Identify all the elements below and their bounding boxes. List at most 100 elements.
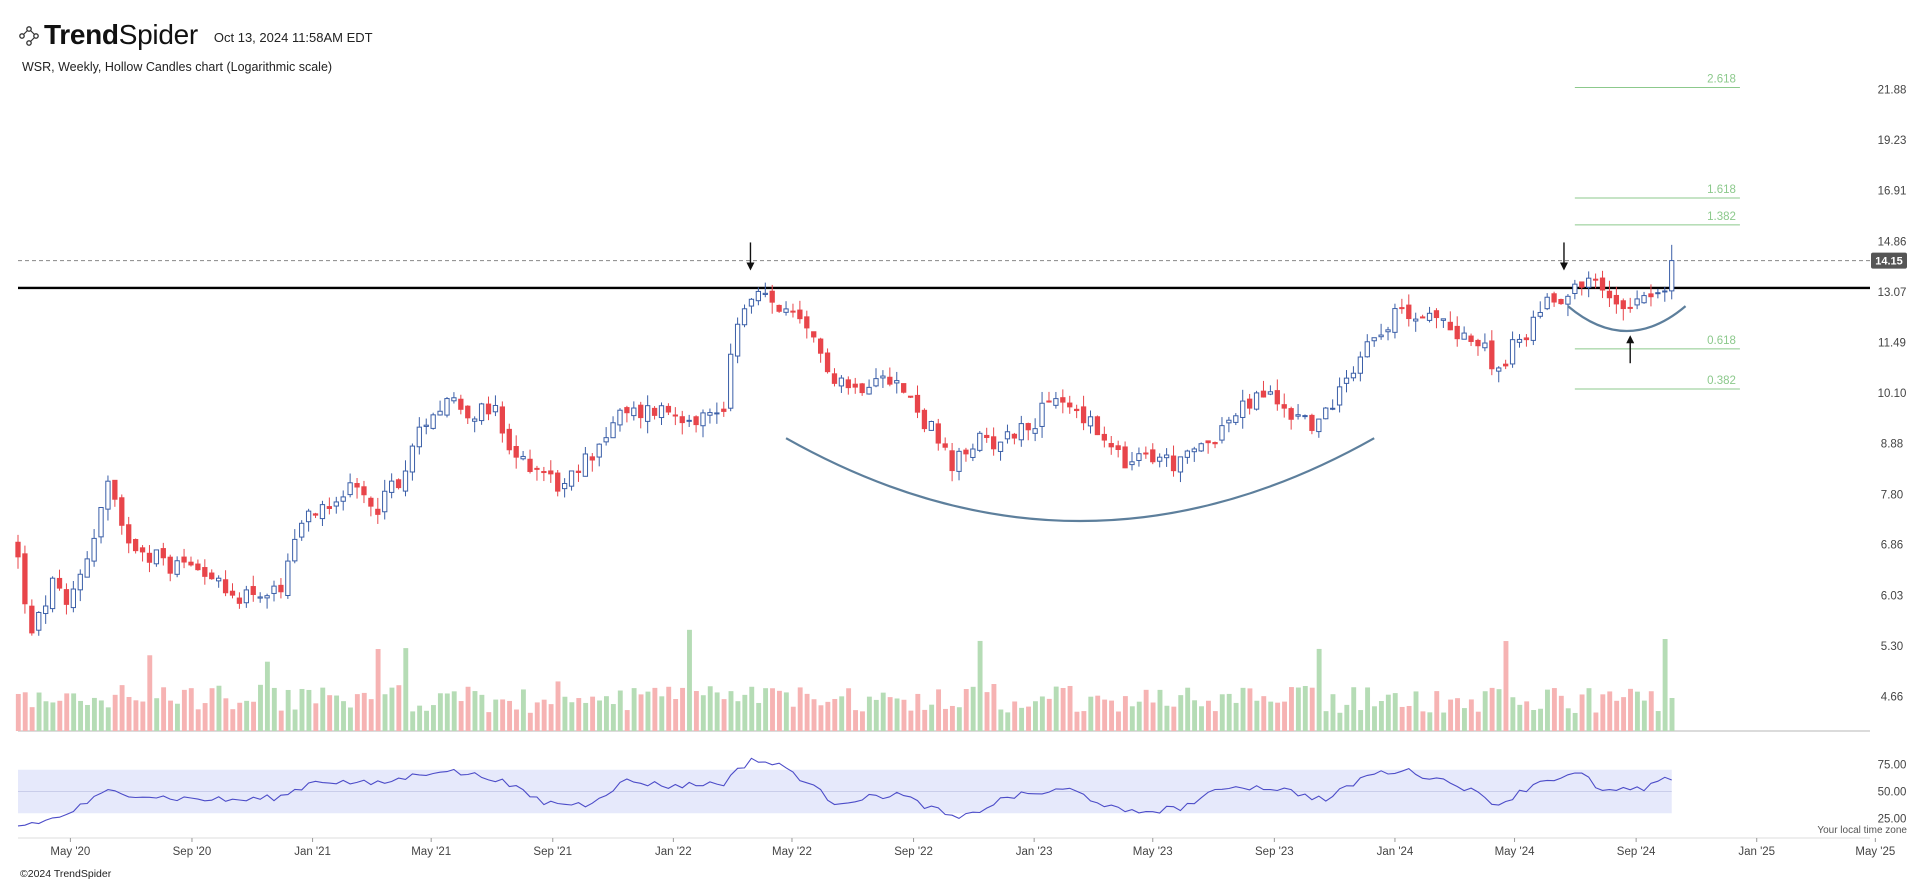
volume-bar <box>50 702 56 731</box>
volume-bar <box>922 709 928 731</box>
volume-bar <box>341 701 346 731</box>
candle <box>485 396 492 421</box>
candle <box>617 408 623 432</box>
candle <box>610 416 616 439</box>
volume-bar <box>1455 698 1460 731</box>
candle <box>1620 298 1626 321</box>
volume-bar <box>444 693 450 731</box>
candle <box>935 418 941 451</box>
volume-bar <box>631 688 637 731</box>
rsi-layer <box>17 757 1672 827</box>
price-tick-label: 7.80 <box>1881 489 1903 501</box>
volume-bar <box>1524 701 1530 731</box>
volume-bar <box>181 689 187 731</box>
volume-bar <box>85 704 90 731</box>
time-tick-label: May '20 <box>50 846 90 858</box>
candle <box>188 556 194 567</box>
volume-bar <box>78 700 84 731</box>
candle <box>430 412 436 430</box>
candle <box>243 585 249 608</box>
candle <box>880 370 886 388</box>
volume-bar <box>354 694 360 731</box>
volume-bar <box>1067 685 1073 731</box>
candle <box>1136 447 1142 467</box>
volume-bar <box>313 703 319 731</box>
down-arrow-icon <box>1559 262 1568 271</box>
candle <box>36 611 42 636</box>
volume-bar <box>970 686 976 731</box>
volume-bar <box>1316 648 1322 731</box>
last-price-label: 14.15 <box>1875 256 1903 268</box>
volume-bar <box>1358 710 1364 731</box>
volume-bar <box>465 686 471 731</box>
volume-bar <box>666 686 672 731</box>
volume-bar <box>1586 688 1592 731</box>
volume-bar <box>659 696 665 731</box>
chart-subtitle: WSR, Weekly, Hollow Candles chart (Logar… <box>22 60 333 74</box>
volume-bar <box>707 686 713 731</box>
volume-bar <box>98 700 104 731</box>
candle <box>1323 407 1329 420</box>
volume-bar <box>1185 687 1191 731</box>
handle-arc <box>1567 305 1687 333</box>
candle <box>1586 271 1592 298</box>
volume-bar <box>943 708 948 731</box>
candle <box>271 580 277 602</box>
volume-bar <box>105 707 111 731</box>
volume-bar <box>873 699 879 731</box>
volume-bar <box>209 688 215 731</box>
volume-bar <box>1282 701 1287 731</box>
volume-bar <box>451 691 457 731</box>
volume-bar <box>846 688 852 731</box>
volume-bar <box>1655 711 1661 731</box>
volume-bar <box>728 691 734 731</box>
candle <box>1378 323 1384 340</box>
volume-bar <box>361 692 367 731</box>
volume-bar <box>1205 700 1211 731</box>
volume-bar <box>347 707 353 731</box>
volume-bar <box>382 694 388 731</box>
candle <box>783 301 789 316</box>
volume-bar <box>306 689 312 731</box>
volume-bar <box>984 692 990 731</box>
candle <box>1662 286 1668 302</box>
volume-bar <box>458 701 464 731</box>
candle <box>49 576 56 613</box>
candle <box>181 548 187 569</box>
candle <box>1572 279 1578 300</box>
candle <box>984 427 990 443</box>
volume-bar <box>437 693 443 731</box>
volume-bar <box>541 699 547 731</box>
candle <box>1267 385 1274 396</box>
volume-bar <box>1323 711 1329 731</box>
rsi-tick-label: 75.00 <box>1878 759 1907 771</box>
volume-bar <box>133 700 139 731</box>
volume-bar <box>1081 711 1087 731</box>
volume-bar <box>652 687 658 731</box>
volume-bar <box>770 688 775 731</box>
candle <box>1246 393 1253 415</box>
volume-bar <box>57 700 63 731</box>
candle <box>603 427 609 446</box>
time-tick-label: Sep '23 <box>1255 846 1294 858</box>
candle <box>388 473 395 499</box>
candle <box>1592 273 1599 289</box>
volume-bar <box>1309 687 1315 731</box>
volume-bar <box>866 696 872 731</box>
volume-bar <box>797 687 803 731</box>
candle <box>645 395 651 434</box>
candle <box>402 460 409 497</box>
volume-bar <box>597 700 602 731</box>
candle <box>873 368 879 388</box>
volume-bar <box>1268 701 1274 731</box>
candle <box>1233 413 1239 426</box>
rsi-line <box>17 757 1672 827</box>
candle <box>686 414 692 427</box>
time-tick-label: May '23 <box>1133 846 1173 858</box>
candle <box>1330 399 1336 411</box>
chart-timestamp: Oct 13, 2024 11:58AM EDT <box>213 29 373 45</box>
volume-bar <box>375 649 381 731</box>
volume-bar <box>1399 706 1405 731</box>
volume-bar <box>1538 708 1543 731</box>
